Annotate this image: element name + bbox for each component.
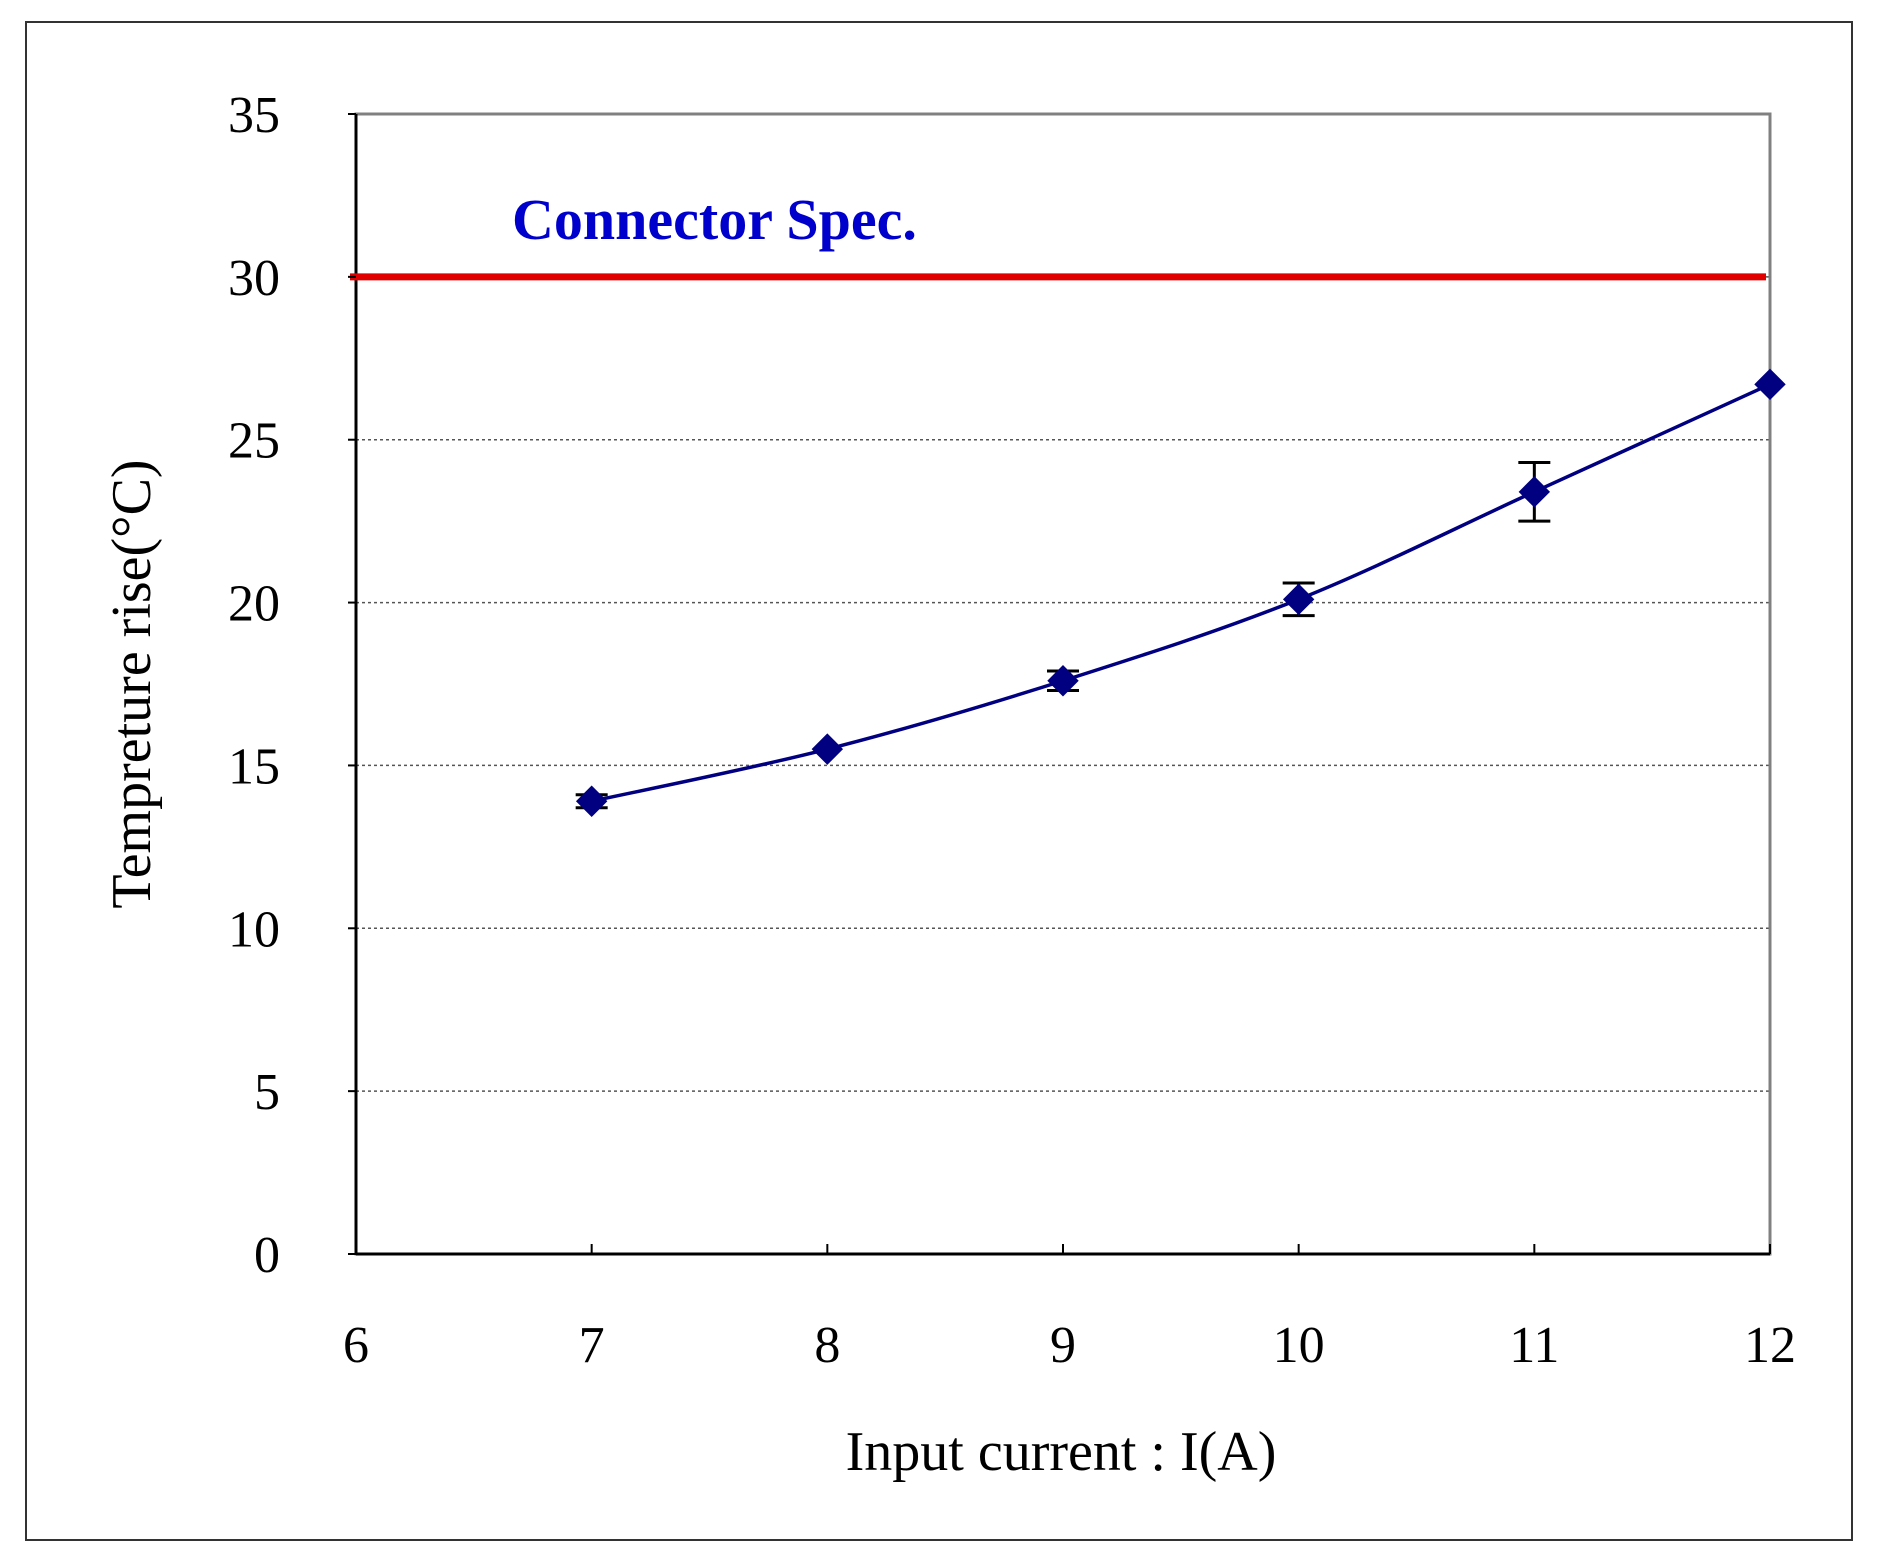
y-tick-label-1: 5 (254, 1064, 280, 1121)
series-line-0 (591, 382, 1771, 803)
y-tick-label-6: 30 (228, 250, 280, 307)
data-point-4 (1518, 476, 1551, 508)
y-tick-label-2: 10 (228, 901, 280, 958)
x-tick-label-2: 8 (814, 1317, 840, 1374)
x-tick-label-5: 11 (1509, 1317, 1559, 1374)
series-group (575, 368, 1786, 817)
x-tick-label-0: 6 (343, 1317, 369, 1374)
y-tick-label-7: 35 (228, 87, 280, 144)
x-axis-title: Input current : I(A) (846, 1421, 1277, 1483)
y-tick-label-4: 20 (228, 576, 280, 633)
x-tick-label-1: 7 (579, 1317, 605, 1374)
connector-spec-label: Connector Spec. (512, 187, 917, 252)
data-point-0 (575, 785, 608, 817)
reference-line-group: Connector Spec. (350, 187, 1766, 281)
x-tick-label-4: 10 (1273, 1317, 1325, 1374)
y-tick-label-3: 15 (228, 738, 280, 795)
data-point-1 (811, 733, 844, 765)
y-axis-title: Tempreture rise(°C) (101, 459, 163, 908)
x-tick-label-3: 9 (1050, 1317, 1076, 1374)
y-tick-label-5: 25 (228, 413, 280, 470)
data-point-2 (1047, 665, 1079, 697)
y-tick-labels: 0 5 10 15 20 25 30 35 (228, 87, 356, 1284)
y-tick-label-0: 0 (254, 1227, 280, 1284)
data-point-5 (1754, 368, 1786, 401)
figure-frame (25, 21, 1853, 1541)
x-tick-label-6: 12 (1744, 1317, 1796, 1374)
data-point-3 (1282, 583, 1315, 616)
x-tick-labels: 6 7 8 9 10 11 12 (343, 1244, 1796, 1374)
